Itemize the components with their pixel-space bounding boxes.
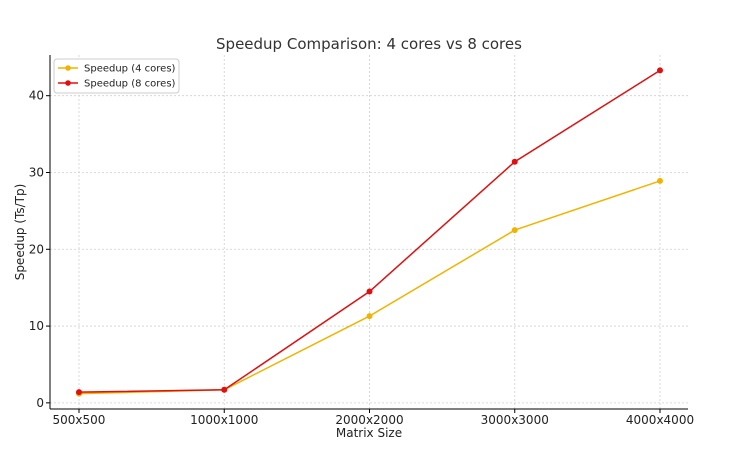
grid (50, 55, 688, 409)
legend-label: Speedup (4 cores) (84, 64, 176, 75)
legend: Speedup (4 cores) Speedup (8 cores) (53, 58, 180, 94)
y-tick-label: 40 (29, 89, 44, 103)
y-tick-label: 20 (29, 242, 44, 256)
series-layer (76, 67, 663, 397)
data-point (221, 386, 228, 393)
legend-label: Speedup (8 cores) (84, 79, 176, 90)
chart-title: Speedup Comparison: 4 cores vs 8 cores (216, 35, 522, 53)
y-tick-label: 10 (29, 319, 44, 333)
series-8-cores (76, 67, 663, 396)
data-point (657, 67, 663, 74)
x-tick-label: 2000x2000 (335, 413, 403, 427)
legend-marker (65, 80, 71, 86)
legend-box (53, 58, 180, 94)
legend-marker (65, 65, 71, 71)
legend-item: Speedup (4 cores) (58, 64, 176, 75)
x-axis-label: Matrix Size (336, 426, 402, 440)
y-ticks: 0 10 20 30 40 (29, 89, 50, 410)
data-point (657, 177, 663, 184)
data-point (366, 313, 373, 320)
legend-item: Speedup (8 cores) (58, 79, 176, 90)
x-tick-label: 4000x4000 (626, 413, 694, 427)
x-tick-label: 1000x1000 (190, 413, 258, 427)
x-tick-label: 3000x3000 (481, 413, 549, 427)
data-point (511, 227, 518, 234)
data-point (76, 389, 82, 396)
y-tick-label: 0 (36, 396, 44, 410)
x-ticks: 500x500 1000x1000 2000x2000 3000x3000 4000x4… (53, 409, 694, 427)
data-point (366, 288, 373, 295)
x-tick-label: 500x500 (53, 413, 106, 427)
y-axis-label: Speedup (Ts/Tp) (13, 184, 27, 281)
data-point (511, 158, 518, 165)
y-tick-label: 30 (29, 165, 44, 179)
